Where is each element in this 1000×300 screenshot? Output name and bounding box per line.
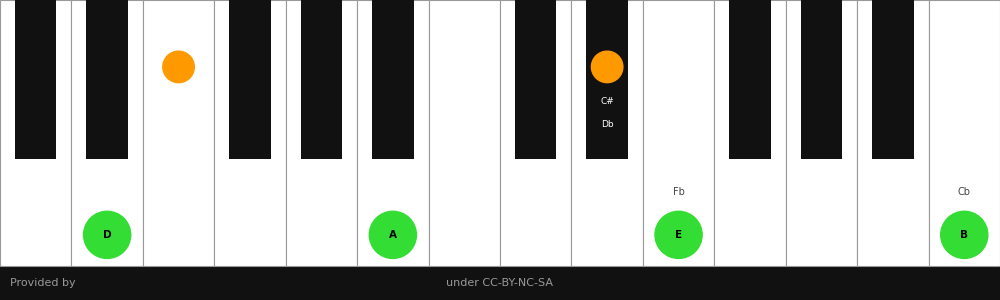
Text: C#: C#: [600, 98, 614, 106]
Text: A: A: [389, 230, 397, 240]
Bar: [372, 0, 414, 159]
Bar: [929, 0, 1000, 266]
Bar: [729, 0, 771, 159]
Bar: [643, 0, 714, 266]
Bar: [515, 0, 556, 159]
Bar: [586, 0, 628, 159]
Bar: [857, 0, 929, 266]
Text: under CC-BY-NC-SA: under CC-BY-NC-SA: [446, 278, 554, 288]
Text: E: E: [675, 230, 682, 240]
Text: Gb: Gb: [172, 120, 185, 129]
Circle shape: [163, 51, 194, 82]
Circle shape: [369, 211, 416, 258]
Bar: [0, 0, 71, 266]
Circle shape: [591, 51, 623, 82]
Text: D: D: [103, 230, 111, 240]
Bar: [801, 0, 842, 159]
Text: Db: Db: [601, 120, 613, 129]
Circle shape: [84, 211, 131, 258]
Bar: [229, 0, 271, 159]
Bar: [86, 0, 128, 159]
Bar: [872, 0, 914, 159]
Bar: [15, 0, 56, 159]
Text: Cb: Cb: [958, 187, 971, 197]
Circle shape: [655, 211, 702, 258]
Text: Fb: Fb: [673, 187, 685, 197]
Text: F#: F#: [172, 98, 185, 106]
Text: Provided by: Provided by: [10, 278, 76, 288]
Bar: [301, 0, 342, 159]
Bar: [286, 0, 357, 266]
Bar: [429, 0, 500, 266]
Bar: [0, 266, 1000, 300]
Bar: [500, 0, 571, 266]
Bar: [714, 0, 786, 266]
Bar: [214, 0, 286, 266]
Bar: [143, 0, 214, 266]
Circle shape: [941, 211, 988, 258]
Text: B: B: [960, 230, 968, 240]
Bar: [571, 0, 643, 266]
Bar: [786, 0, 857, 266]
Bar: [357, 0, 429, 266]
Bar: [71, 0, 143, 266]
